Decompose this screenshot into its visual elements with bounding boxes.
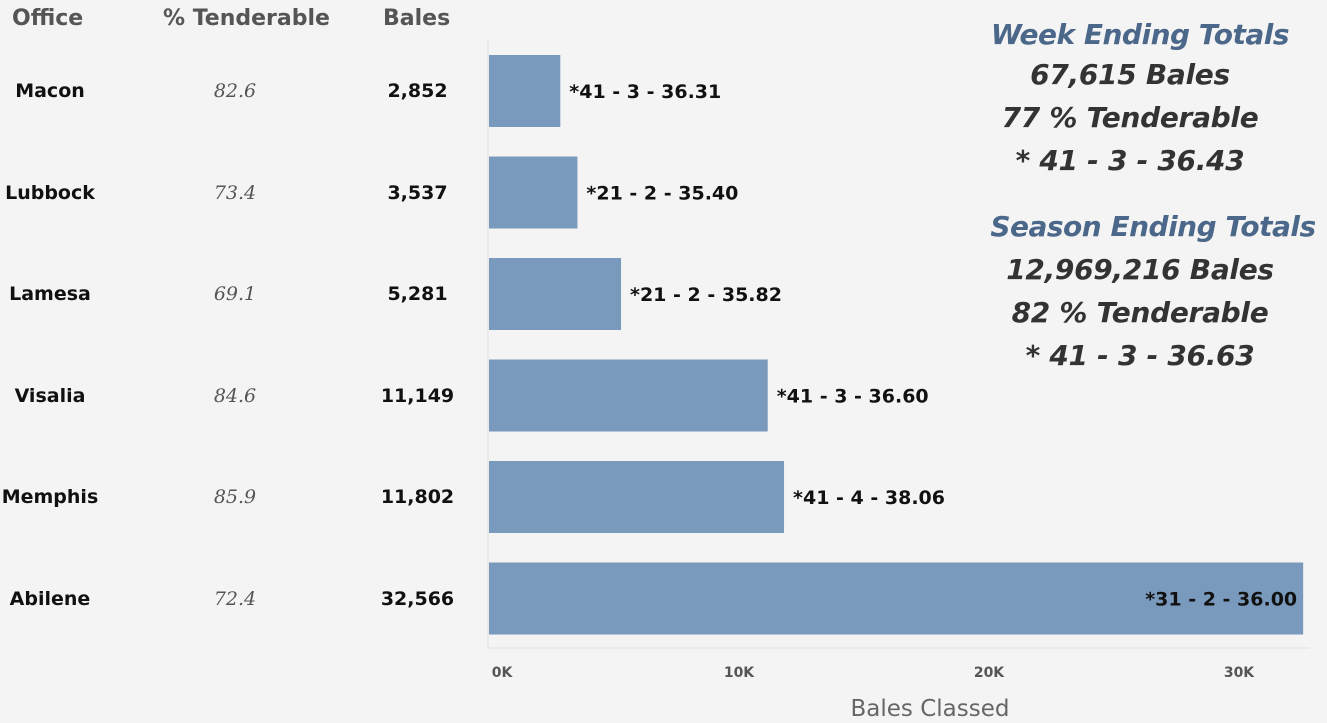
header-office: Office [12, 6, 84, 31]
bales-value: 2,852 [387, 80, 448, 102]
season-grade: * 41 - 3 - 36.63 [1025, 339, 1255, 372]
bales-value: 11,149 [380, 384, 455, 407]
bales-value: 3,537 [387, 181, 448, 204]
week-grade: * 41 - 3 - 36.43 [1015, 144, 1245, 177]
pct-tenderable-value: 82.6 [213, 80, 257, 102]
bar-data-label: *41 - 3 - 36.60 [777, 386, 929, 408]
x-tick-label: 30K [1224, 665, 1255, 681]
bar [489, 156, 578, 229]
week-total-bales: 67,615 Bales [1030, 58, 1230, 91]
week-tenderable: 77 % Tenderable [1001, 101, 1259, 134]
week-summary-title: Week Ending Totals [990, 18, 1290, 51]
bar-data-label: *31 - 2 - 36.00 [1145, 589, 1297, 611]
office-name: Abilene [9, 587, 91, 610]
header-pct-tenderable: % Tenderable [163, 6, 330, 31]
season-summary-title: Season Ending Totals [990, 210, 1316, 243]
bar [489, 562, 1304, 635]
x-tick-label: 20K [974, 665, 1005, 681]
pct-tenderable-value: 69.1 [213, 283, 257, 305]
office-name: Lubbock [5, 181, 95, 204]
bar-data-label: *41 - 3 - 36.31 [569, 81, 721, 103]
pct-tenderable-value: 85.9 [213, 486, 257, 508]
season-total-bales: 12,969,216 Bales [1006, 253, 1274, 286]
bales-value: 11,802 [380, 486, 455, 508]
bar-data-label: *41 - 4 - 38.06 [793, 487, 945, 509]
header-bales: Bales [383, 6, 451, 31]
x-axis-title: Bales Classed [851, 696, 1010, 722]
x-tick-label: 10K [724, 665, 755, 681]
office-name: Visalia [14, 384, 86, 407]
bar [489, 461, 785, 533]
season-tenderable: 82 % Tenderable [1011, 296, 1269, 329]
bar [489, 55, 561, 127]
office-name: Lamesa [9, 283, 91, 305]
pct-tenderable-value: 72.4 [213, 587, 257, 610]
office-name: Macon [15, 80, 85, 102]
bar-data-label: *21 - 2 - 35.82 [630, 284, 782, 306]
office-name: Memphis [1, 486, 99, 508]
bar [489, 258, 622, 330]
pct-tenderable-value: 84.6 [213, 384, 257, 407]
x-tick-label: 0K [492, 665, 514, 681]
bales-value: 5,281 [387, 283, 448, 305]
bales-value: 32,566 [380, 587, 455, 610]
bar [489, 359, 768, 432]
pct-tenderable-value: 73.4 [213, 181, 257, 204]
bar-data-label: *21 - 2 - 35.40 [586, 183, 738, 205]
